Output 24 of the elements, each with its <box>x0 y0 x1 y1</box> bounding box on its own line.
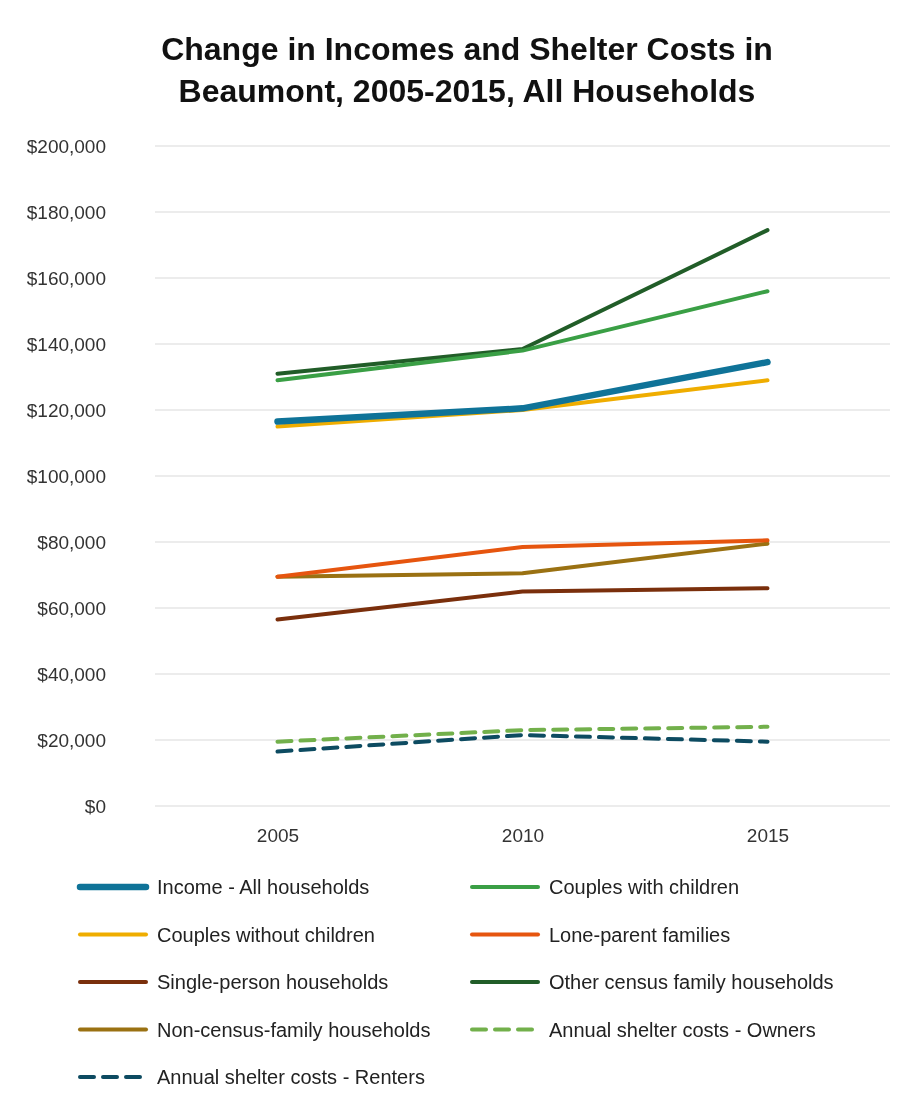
x-tick-label: 2005 <box>256 824 300 846</box>
x-tick-label: 2010 <box>501 824 545 846</box>
legend-label: Couples without children <box>157 923 375 946</box>
legend-label: Other census family households <box>549 971 834 993</box>
legend-label: Income - All households <box>157 876 370 898</box>
y-tick-label: $60,000 <box>37 597 106 619</box>
y-tick-label: $20,000 <box>37 729 106 751</box>
y-tick-label: $120,000 <box>26 399 106 421</box>
legend-label: Annual shelter costs - Owners <box>549 1018 816 1041</box>
legend-label: Couples with children <box>549 876 740 898</box>
legend-label: Annual shelter costs - Renters <box>157 1066 425 1088</box>
y-tick-label: $140,000 <box>26 333 106 355</box>
y-tick-label: $180,000 <box>26 201 106 223</box>
y-tick-label: $160,000 <box>26 267 106 289</box>
legend-label: Non-census-family households <box>157 1018 431 1041</box>
legend-label: Single-person households <box>157 971 389 993</box>
y-tick-label: $0 <box>84 795 106 817</box>
chart-title: Change in Incomes and Shelter Costs in Beaumont, 2005-2015, All Households <box>161 31 773 109</box>
y-tick-label: $200,000 <box>26 135 106 157</box>
x-tick-label: 2015 <box>746 824 790 846</box>
y-tick-label: $40,000 <box>37 663 106 685</box>
y-tick-label: $100,000 <box>26 465 106 487</box>
y-tick-label: $80,000 <box>37 531 106 553</box>
legend-label: Lone-parent families <box>549 923 731 946</box>
